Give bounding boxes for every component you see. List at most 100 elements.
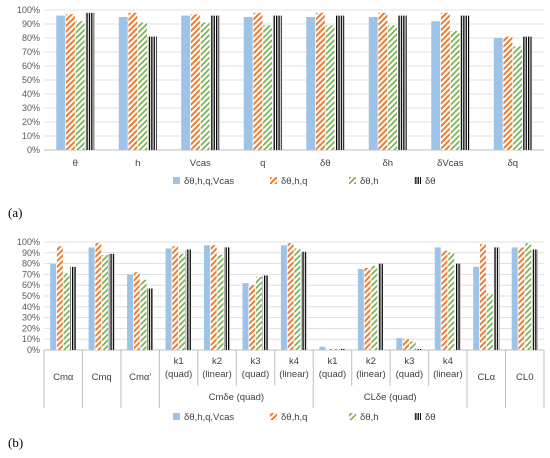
bar: [416, 348, 423, 350]
bar: [431, 21, 441, 151]
bar: [388, 25, 398, 150]
x-group-label: Cmδe (quad): [209, 392, 264, 403]
bar: [102, 254, 109, 350]
bar: [306, 17, 316, 150]
y-tick-label: 40%: [22, 302, 40, 312]
legend-label: δθ,h,q: [281, 176, 307, 187]
x-tick-label: (quad): [396, 369, 423, 380]
x-tick-label: k1: [327, 356, 337, 367]
bar: [450, 31, 460, 150]
bar: [95, 243, 102, 350]
x-group-label: CLα: [477, 372, 495, 383]
bar: [263, 25, 273, 150]
x-group-label: Cmα': [129, 372, 151, 383]
bar: [200, 22, 210, 151]
y-tick-label: 50%: [22, 75, 40, 85]
bar: [133, 272, 140, 350]
bar: [179, 253, 185, 350]
bar: [325, 25, 335, 150]
bar: [204, 245, 210, 350]
y-tick-label: 70%: [22, 269, 40, 279]
x-group-label: CL0: [516, 372, 533, 383]
bar: [397, 15, 407, 150]
bar: [301, 251, 308, 350]
bar: [326, 348, 333, 350]
x-tick-label: k2: [366, 356, 376, 367]
bar: [75, 21, 85, 151]
bar: [181, 15, 191, 150]
bar: [118, 17, 128, 150]
legend-label: δθ,h,q,Vcas: [184, 176, 234, 187]
bar: [210, 245, 217, 350]
y-tick-label: 100%: [17, 237, 40, 247]
bar: [65, 14, 75, 151]
bar: [280, 245, 287, 350]
bar: [441, 250, 448, 350]
x-tick-label: k3: [404, 356, 414, 367]
bar: [518, 247, 525, 350]
bar: [56, 246, 63, 350]
bar: [243, 17, 253, 150]
bar: [357, 269, 364, 350]
legend-swatch: [270, 177, 277, 184]
bar: [368, 17, 378, 150]
x-tick-label: k4: [443, 356, 453, 367]
legend-swatch: [414, 177, 421, 184]
bar: [217, 254, 224, 350]
bar: [165, 248, 172, 350]
bar: [378, 12, 388, 150]
legend-swatch: [173, 177, 180, 184]
bar: [272, 15, 282, 150]
bar: [185, 249, 192, 350]
bar: [253, 12, 263, 150]
panel-label-a: (a): [8, 205, 22, 220]
y-tick-label: 10%: [22, 334, 40, 344]
x-tick-label: (quad): [165, 369, 192, 380]
legend-label: δθ,h,q,Vcas: [184, 412, 234, 423]
bar: [50, 263, 57, 350]
x-tick-label: δθ: [320, 158, 331, 169]
bar: [255, 276, 262, 350]
bar: [371, 265, 378, 350]
x-tick-label: q: [260, 158, 265, 169]
bar: [503, 36, 513, 150]
legend-swatch: [270, 413, 277, 420]
bar: [403, 339, 409, 350]
y-tick-label: 30%: [22, 313, 40, 323]
x-group-label: CLδe (quad): [364, 392, 417, 403]
legend-swatch: [349, 177, 356, 184]
bar: [190, 14, 200, 151]
x-tick-label: k1: [174, 356, 184, 367]
y-tick-label: 40%: [22, 89, 40, 99]
y-tick-label: 90%: [22, 19, 40, 29]
bar: [128, 12, 138, 150]
bar: [473, 266, 480, 350]
legend-label: δθ,h: [360, 412, 379, 423]
bar: [70, 266, 77, 350]
bar: [319, 346, 326, 350]
x-tick-label: δVcas: [437, 158, 464, 169]
chart-b: 0%10%20%30%40%50%60%70%80%90%100% Cmα Cmq C…: [17, 237, 545, 423]
x-tick-label: h: [135, 158, 140, 169]
legend-label: δθ,h: [360, 176, 379, 187]
bar: [147, 288, 154, 350]
bar: [434, 247, 441, 350]
y-tick-label: 80%: [22, 259, 40, 269]
bar: [140, 279, 147, 350]
y-tick-label: 0%: [27, 345, 40, 355]
bar: [448, 252, 455, 350]
bar: [364, 267, 371, 350]
bar: [147, 36, 157, 150]
bar: [249, 285, 256, 350]
bar: [440, 12, 450, 150]
bar: [85, 12, 95, 150]
bar: [454, 263, 461, 350]
bar: [242, 283, 249, 350]
bar: [88, 247, 95, 350]
legend-swatch: [414, 413, 421, 420]
bar: [294, 248, 301, 350]
bar: [108, 253, 115, 350]
bar: [531, 249, 538, 350]
bar: [262, 275, 269, 350]
bar: [513, 46, 523, 150]
